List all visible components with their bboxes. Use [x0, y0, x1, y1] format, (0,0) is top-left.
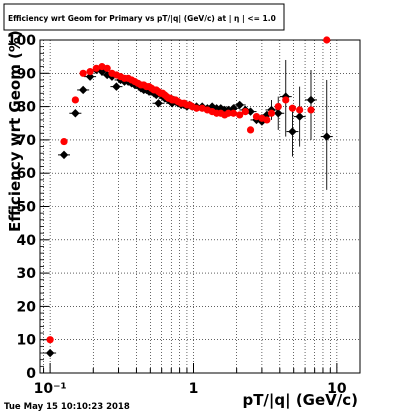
red-circle-marker [71, 96, 79, 104]
x-axis-ticks: 10⁻¹ 1 10 [34, 363, 347, 397]
black-diamond-marker [207, 102, 217, 111]
black-diamond-marker [78, 85, 88, 95]
black-diamond-marker [274, 109, 283, 118]
y-tick-label: 50 [17, 200, 37, 216]
red-circle-marker [282, 96, 290, 104]
y-tick-label: 80 [17, 100, 37, 116]
black-diamond-marker [71, 109, 80, 118]
timestamp: Tue May 15 10:10:23 2018 [4, 402, 130, 412]
y-tick-label: 10 [17, 333, 37, 349]
red-circle-marker [263, 116, 271, 124]
black-diamond-marker [235, 100, 244, 110]
red-circle-marker [246, 126, 255, 134]
red-circle-marker [192, 104, 201, 112]
y-tick-label: 30 [17, 266, 37, 282]
x-tick-label: 10⁻¹ [34, 381, 67, 397]
black-diamond-marker [45, 348, 55, 358]
black-diamond-marker [306, 95, 316, 105]
red-circle-marker [252, 112, 261, 121]
y-tick-label: 60 [17, 166, 37, 182]
black-diamond-marker [295, 112, 304, 121]
black-diamond-marker [102, 70, 112, 80]
red-circle-marker [86, 68, 94, 76]
black-diamond-marker [154, 99, 163, 108]
red-circle-marker [296, 106, 304, 114]
x-tick-label: 1 [189, 381, 199, 397]
y-tick-label: 100 [7, 33, 36, 49]
red-circle-marker [103, 64, 111, 72]
y-tick-label: 40 [17, 233, 37, 249]
title-box [3, 3, 285, 31]
black-diamond-marker [322, 132, 331, 141]
red-circle-marker [241, 107, 249, 116]
chart-title: Efficiency wrt Geom for Primary vs pT/|q… [8, 14, 276, 24]
y-tick-label: 70 [17, 133, 37, 149]
red-circle-marker [92, 64, 100, 72]
y-axis-label: Efficiency wrt Geom (%) [6, 30, 24, 232]
black-diamond-marker [288, 127, 297, 136]
x-tick-label: 10 [327, 381, 347, 397]
red-circle-marker [307, 106, 315, 114]
red-circle-marker [267, 109, 276, 117]
red-circle-marker [79, 69, 87, 77]
black-diamond-marker [246, 107, 255, 116]
red-circle-marker [323, 36, 331, 44]
red-circle-marker [46, 336, 54, 344]
red-circle-marker [274, 103, 282, 111]
red-circle-marker [236, 111, 244, 119]
y-tick-label: 0 [26, 366, 36, 382]
y-tick-label: 20 [17, 299, 37, 315]
y-axis-ticks: 0 10 20 30 40 50 60 70 80 90 100 [7, 33, 49, 382]
black-diamond-marker [216, 104, 225, 113]
x-axis-label: pT/|q| (GeV/c) [242, 391, 358, 410]
red-circle-marker [229, 109, 238, 117]
black-diamond-marker [97, 67, 107, 76]
data-markers [44, 36, 333, 358]
red-circle-marker [224, 109, 232, 117]
red-circle-marker [60, 137, 68, 146]
y-tick-label: 90 [17, 66, 37, 82]
black-diamond-marker [112, 82, 121, 91]
red-circle-marker [288, 104, 297, 112]
black-diamond-marker [59, 150, 69, 160]
